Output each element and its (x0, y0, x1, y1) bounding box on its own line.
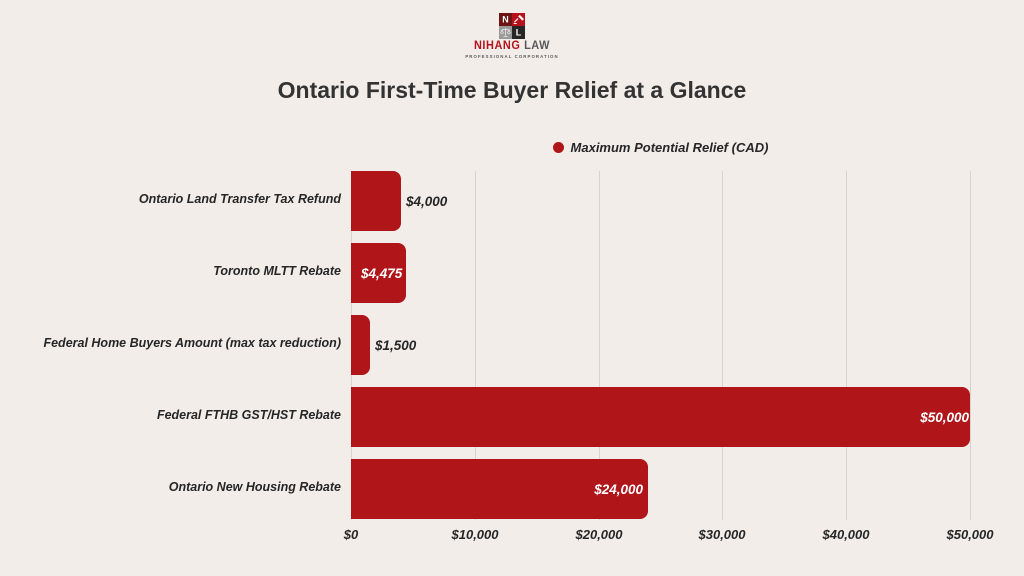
svg-text:N: N (502, 15, 508, 25)
svg-text:L: L (516, 28, 522, 38)
